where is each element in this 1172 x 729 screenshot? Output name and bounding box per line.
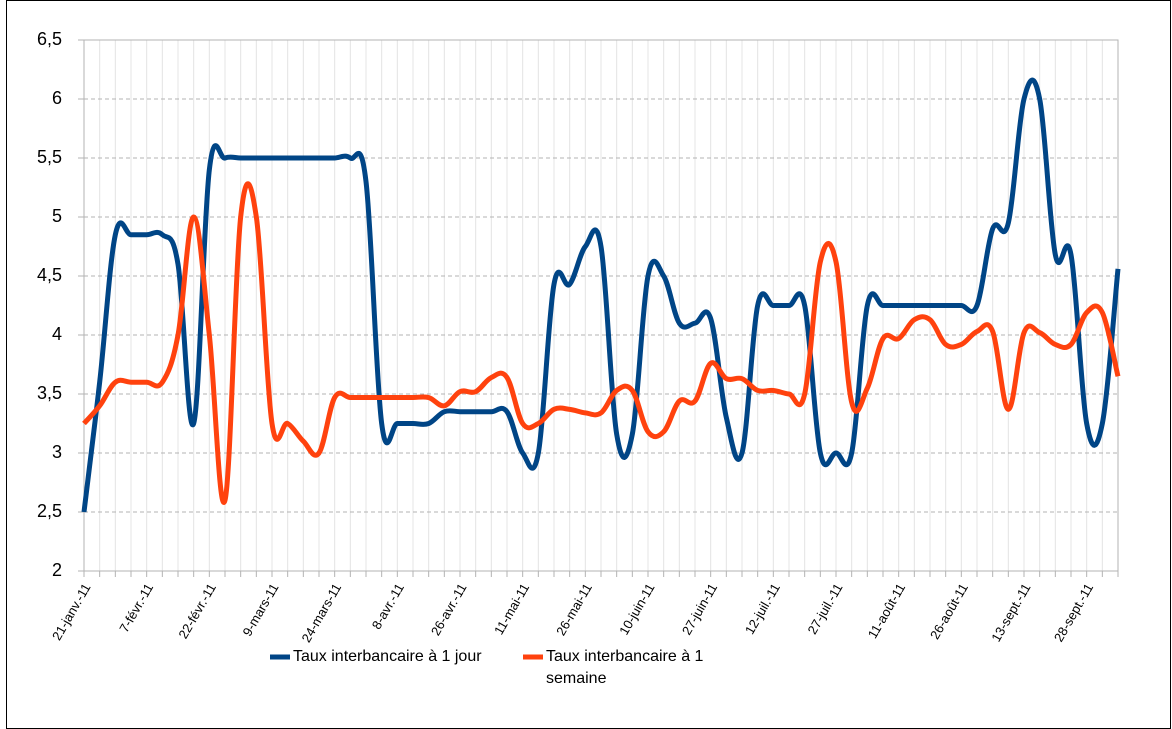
x-tick-label: 27-juin-11 [679, 581, 720, 638]
y-tick-label: 3 [52, 442, 62, 462]
legend-label: Taux interbancaire à 1 semaine [546, 648, 704, 687]
x-tick-label: 10-juin-11 [616, 581, 657, 638]
x-tick-label: 26-mai-11 [553, 581, 595, 638]
x-tick-label: 26-avr.-11 [428, 581, 470, 638]
y-tick-label: 4 [52, 324, 62, 344]
y-tick-label: 3,5 [37, 383, 62, 403]
x-tick-label: 7-févr.-11 [116, 581, 156, 635]
x-tick-label: 11-mai-11 [491, 581, 532, 638]
y-tick-label: 2,5 [37, 501, 62, 521]
x-tick-label: 21-janv.-11 [49, 581, 94, 643]
x-tick-label: 8-avr.-11 [369, 581, 407, 632]
x-tick-label: 27-juil.-11 [805, 581, 846, 637]
x-tick-label: 13-sept.-11 [988, 581, 1033, 645]
x-tick-label: 22-févr.-11 [175, 581, 219, 641]
line [82, 181, 1121, 505]
x-tick-label: 12-juil.-11 [742, 581, 783, 637]
y-tick-label: 6 [52, 88, 62, 108]
x-tick-label: 26-août-11 [927, 581, 971, 642]
y-tick-label: 6,5 [37, 29, 62, 49]
y-tick-label: 5,5 [37, 147, 62, 167]
x-tick-label: 28-sept.-11 [1051, 581, 1096, 645]
y-tick-label: 2 [52, 560, 62, 580]
x-tick-label: 24-mars-11 [298, 581, 344, 645]
chart-frame [6, 0, 1171, 729]
y-tick-label: 4,5 [37, 265, 62, 285]
y-tick-label: 5 [52, 206, 62, 226]
line [81, 77, 1121, 513]
x-tick-label: 11-août-11 [865, 581, 908, 641]
plot-area [83, 39, 1119, 572]
x-tick-label: 9-mars-11 [239, 581, 281, 639]
legend-label: Taux interbancaire à 1 jour [293, 648, 482, 665]
